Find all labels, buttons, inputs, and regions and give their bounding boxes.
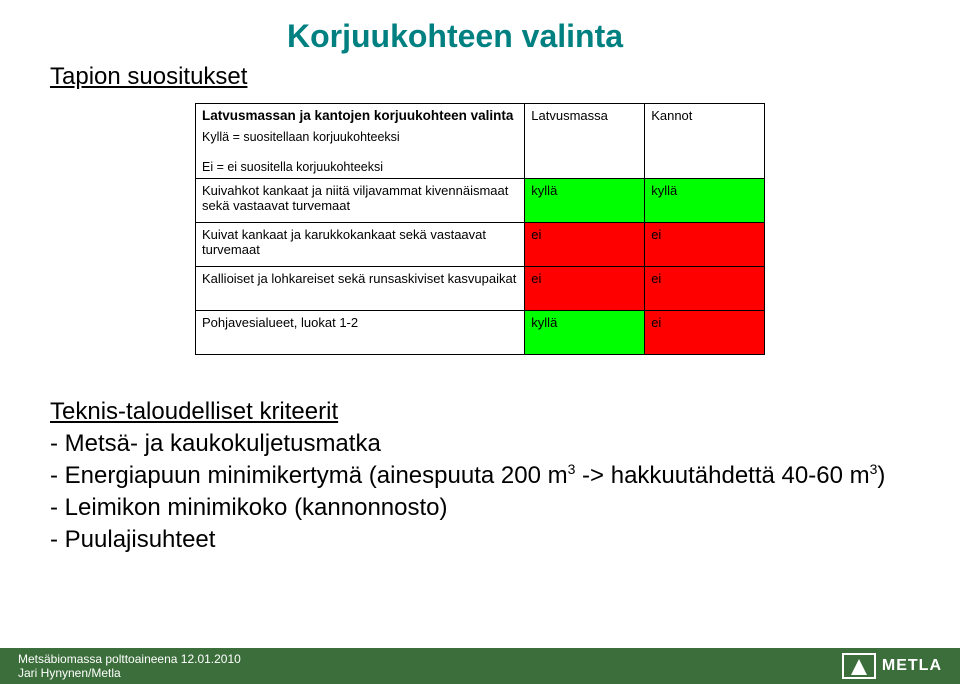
table-row: Kuivahkot kankaat ja niitä viljavammat k…	[196, 179, 765, 223]
criteria-text: -> hakkuutähdettä 40-60 m	[575, 462, 869, 489]
logo-icon	[842, 653, 876, 679]
selection-table: Latvusmassan ja kantojen korjuukohteen v…	[195, 103, 765, 355]
logo-text: METLA	[882, 657, 942, 675]
row-desc: Kallioiset ja lohkareiset sekä runsaskiv…	[196, 267, 525, 311]
row-v1: kyllä	[525, 311, 645, 355]
row-v1: ei	[525, 267, 645, 311]
criteria-title: Teknis-taloudelliset kriteerit	[50, 397, 910, 427]
header-col2: Kannot	[645, 104, 765, 179]
criteria-text: )	[877, 462, 885, 489]
row-v2: ei	[645, 311, 765, 355]
footer-line2: Jari Hynynen/Metla	[18, 666, 241, 680]
slide: Korjuukohteen valinta Tapion suositukset…	[0, 0, 960, 684]
header-line1: Kyllä = suositellaan korjuukohteeksi	[202, 130, 400, 144]
table-row: Pohjavesialueet, luokat 1-2 kyllä ei	[196, 311, 765, 355]
row-desc: Kuivat kankaat ja karukkokankaat sekä va…	[196, 223, 525, 267]
row-v2: ei	[645, 267, 765, 311]
criteria-text: - Energiapuun minimikertymä (ainespuuta …	[50, 462, 568, 489]
page-title: Korjuukohteen valinta	[0, 18, 910, 55]
header-col1: Latvusmassa	[525, 104, 645, 179]
row-v2: ei	[645, 223, 765, 267]
footer-logo: METLA	[842, 653, 942, 679]
row-v1: ei	[525, 223, 645, 267]
row-desc: Kuivahkot kankaat ja niitä viljavammat k…	[196, 179, 525, 223]
table-row: Kuivat kankaat ja karukkokankaat sekä va…	[196, 223, 765, 267]
footer-left: Metsäbiomassa polttoaineena 12.01.2010 J…	[18, 652, 241, 681]
criteria-item: - Energiapuun minimikertymä (ainespuuta …	[50, 461, 910, 491]
title-row: Korjuukohteen valinta	[50, 18, 910, 55]
row-desc: Pohjavesialueet, luokat 1-2	[196, 311, 525, 355]
criteria-item: - Puulajisuhteet	[50, 525, 910, 555]
table-row: Kallioiset ja lohkareiset sekä runsaskiv…	[196, 267, 765, 311]
criteria-block: Teknis-taloudelliset kriteerit - Metsä- …	[50, 397, 910, 555]
row-v2: kyllä	[645, 179, 765, 223]
header-line2: Ei = ei suositella korjuukohteeksi	[202, 160, 383, 174]
subtitle: Tapion suositukset	[50, 63, 910, 91]
criteria-item: - Leimikon minimikoko (kannonnosto)	[50, 493, 910, 523]
table-header-row: Latvusmassan ja kantojen korjuukohteen v…	[196, 104, 765, 179]
footer-bar: Metsäbiomassa polttoaineena 12.01.2010 J…	[0, 648, 960, 684]
row-v1: kyllä	[525, 179, 645, 223]
footer-line1: Metsäbiomassa polttoaineena 12.01.2010	[18, 652, 241, 666]
criteria-item: - Metsä- ja kaukokuljetusmatka	[50, 429, 910, 459]
tree-icon	[851, 659, 867, 675]
header-desc-cell: Latvusmassan ja kantojen korjuukohteen v…	[196, 104, 525, 179]
header-title: Latvusmassan ja kantojen korjuukohteen v…	[202, 108, 518, 123]
